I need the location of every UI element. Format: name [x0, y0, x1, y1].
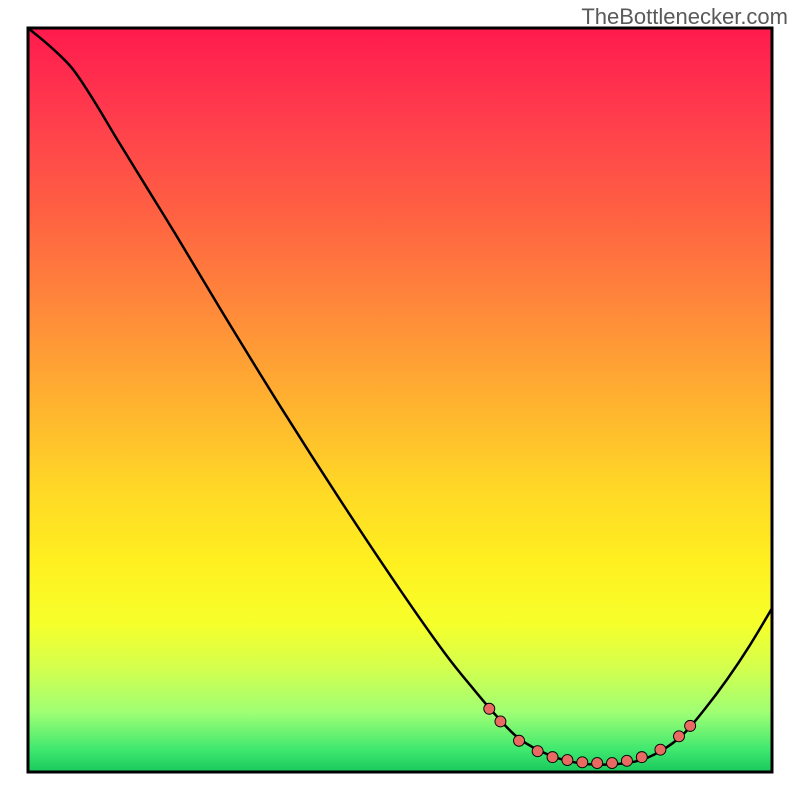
curve-marker — [547, 752, 558, 763]
curve-marker — [484, 703, 495, 714]
curve-marker — [685, 720, 696, 731]
curve-marker — [655, 744, 666, 755]
bottleneck-curve-chart — [0, 0, 800, 800]
curve-marker — [562, 755, 573, 766]
curve-marker — [495, 716, 506, 727]
curve-marker — [607, 758, 618, 769]
curve-marker — [592, 758, 603, 769]
curve-marker — [514, 735, 525, 746]
curve-marker — [532, 746, 543, 757]
chart-container: TheBottlenecker.com — [0, 0, 800, 800]
curve-marker — [621, 755, 632, 766]
curve-marker — [674, 731, 685, 742]
gradient-background — [28, 28, 772, 772]
curve-marker — [636, 752, 647, 763]
curve-marker — [577, 757, 588, 768]
watermark-text: TheBottlenecker.com — [581, 4, 788, 30]
